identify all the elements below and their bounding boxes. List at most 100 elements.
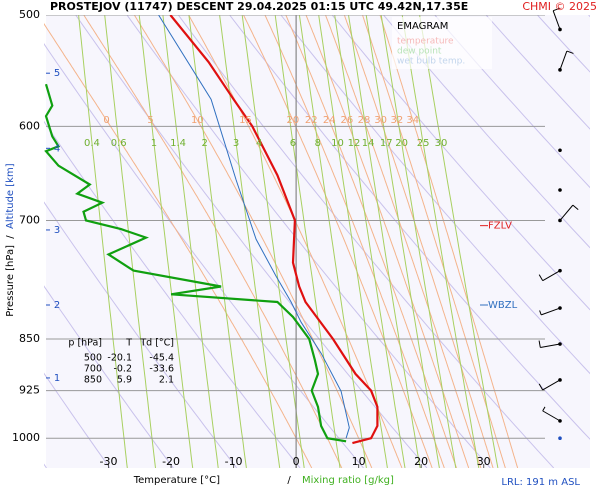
y-tick-label: 1000 xyxy=(12,431,40,444)
mixing-ratio-line xyxy=(419,15,499,468)
credit: CHMI © 2025 xyxy=(522,0,597,13)
dry-adiabat xyxy=(44,463,47,468)
table-header: Td [°C] xyxy=(139,338,174,349)
y-axis-label2: Altitude [km] xyxy=(5,163,16,229)
mixing-ratio-line xyxy=(334,15,406,468)
mixing-ratio-label: 12 xyxy=(348,138,361,149)
mixing-ratio-label: 2 xyxy=(201,138,207,149)
mixing-ratio-line xyxy=(219,15,281,468)
dry-adiabat xyxy=(44,201,238,468)
altitude-label: 1 xyxy=(54,373,60,384)
profiles xyxy=(44,15,379,445)
wind-staff xyxy=(540,343,561,348)
mixing-ratio-label: 10 xyxy=(331,138,344,149)
wind-feather xyxy=(566,50,574,54)
wind-feather xyxy=(542,406,546,412)
mixing-ratio-label: 4 xyxy=(256,138,262,149)
moist-adiabat xyxy=(379,15,519,468)
moist-adiabat xyxy=(188,15,403,468)
x-axis-label: Temperature [°C] xyxy=(133,475,220,486)
moist-adiabat-label: 20 xyxy=(286,115,299,126)
moist-adiabat xyxy=(305,15,470,468)
table-cell: 2.1 xyxy=(159,375,174,386)
moist-adiabat xyxy=(343,15,494,468)
wind-staff xyxy=(542,379,561,391)
dry-adiabat xyxy=(588,15,590,18)
background-lines xyxy=(44,15,590,468)
wind-feather xyxy=(538,340,541,348)
mixing-ratio-line xyxy=(401,15,480,468)
wind-feather xyxy=(539,310,542,316)
dry-adiabat xyxy=(126,15,491,468)
altitude-label: 4 xyxy=(54,143,60,154)
mixing-ratio-line xyxy=(380,15,457,468)
footer: LRL: 191 m ASL xyxy=(501,477,580,488)
x-tick-label: 20 xyxy=(414,455,428,468)
mixing-ratio-label: 30 xyxy=(435,138,448,149)
mixing-ratio-label: 1 xyxy=(151,138,157,149)
dry-adiabat xyxy=(44,285,174,468)
mixing-ratio-line xyxy=(348,15,421,468)
altitude-label: 5 xyxy=(54,68,60,79)
moist-adiabat-label: 28 xyxy=(358,115,371,126)
moist-adiabat xyxy=(44,22,313,468)
moist-adiabat xyxy=(264,15,445,468)
moist-adiabat xyxy=(83,15,343,468)
x-tick-label: 0 xyxy=(293,455,300,468)
wind-staff xyxy=(559,204,574,221)
moist-adiabat-label: 32 xyxy=(391,115,404,126)
dry-adiabat xyxy=(44,43,364,468)
mixing-ratio-line xyxy=(78,15,128,468)
mixing-ratio-label: 3 xyxy=(233,138,239,149)
mixing-ratio-label: 6 xyxy=(290,138,296,149)
dry-adiabat xyxy=(331,15,590,311)
profile-line xyxy=(169,15,379,445)
y-tick-label: 850 xyxy=(19,332,40,345)
wind-feather xyxy=(572,204,579,210)
moist-adiabat-label: 0 xyxy=(103,115,109,126)
mixing-ratio-line xyxy=(138,15,194,468)
dry-adiabat xyxy=(44,372,111,468)
table-cell: 500 xyxy=(84,353,102,364)
dry-adiabat xyxy=(383,15,590,249)
x-axis-label2: Mixing ratio [g/kg] xyxy=(302,475,394,486)
wind-staff xyxy=(541,307,561,316)
y-tick-label: 500 xyxy=(19,8,40,21)
y-axis-label: Pressure [hPa] xyxy=(5,245,16,317)
level-label: WBZL xyxy=(488,300,518,311)
wind-station xyxy=(558,148,562,153)
dry-adiabat xyxy=(44,120,301,468)
mixing-ratio-label: 17 xyxy=(380,138,393,149)
altitude-label: 3 xyxy=(54,225,60,236)
moist-adiabat-label: 24 xyxy=(323,115,336,126)
profile-line xyxy=(44,83,347,443)
mixing-ratio-label: 8 xyxy=(315,138,321,149)
moist-adiabat-label: 10 xyxy=(191,115,204,126)
table-cell: -45.4 xyxy=(149,353,174,364)
moist-adiabat-label: 5 xyxy=(147,115,153,126)
dry-adiabat xyxy=(485,15,590,130)
moist-adiabat-label: 30 xyxy=(374,115,387,126)
table-cell: -20.1 xyxy=(107,353,132,364)
mixing-ratio-label: 0.6 xyxy=(111,138,127,149)
y-tick-label: 925 xyxy=(19,384,40,397)
x-tick-label: 30 xyxy=(477,455,491,468)
table-header: p [hPa] xyxy=(68,338,102,349)
chart-title: PROSTEJOV (11747) DESCENT 29.04.2025 01:… xyxy=(50,0,468,13)
moist-adiabat-label: 26 xyxy=(340,115,353,126)
moist-adiabat xyxy=(243,15,433,468)
table-header: T xyxy=(125,338,132,349)
profile-line xyxy=(158,15,350,439)
mixing-ratio-label: 1.4 xyxy=(170,138,186,149)
dry-adiabat xyxy=(434,15,590,189)
x-tick-label: -30 xyxy=(100,455,118,468)
table-cell: 700 xyxy=(84,364,102,375)
x-tick-label: -10 xyxy=(225,455,243,468)
mixing-ratio-line xyxy=(318,15,388,468)
wind-staff xyxy=(542,410,561,422)
mixing-ratio-line xyxy=(104,15,156,468)
wind-feather xyxy=(552,7,560,12)
mixing-ratio-line xyxy=(365,15,440,468)
moist-adiabat-label: 34 xyxy=(406,115,419,126)
